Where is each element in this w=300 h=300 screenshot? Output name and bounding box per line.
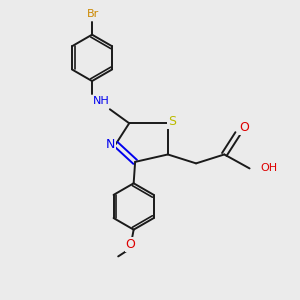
- Text: Br: Br: [87, 9, 99, 19]
- Text: NH: NH: [93, 96, 109, 106]
- Text: O: O: [126, 238, 136, 251]
- Text: N: N: [106, 138, 115, 151]
- Text: OH: OH: [261, 164, 278, 173]
- Text: O: O: [239, 121, 249, 134]
- Text: S: S: [168, 115, 176, 128]
